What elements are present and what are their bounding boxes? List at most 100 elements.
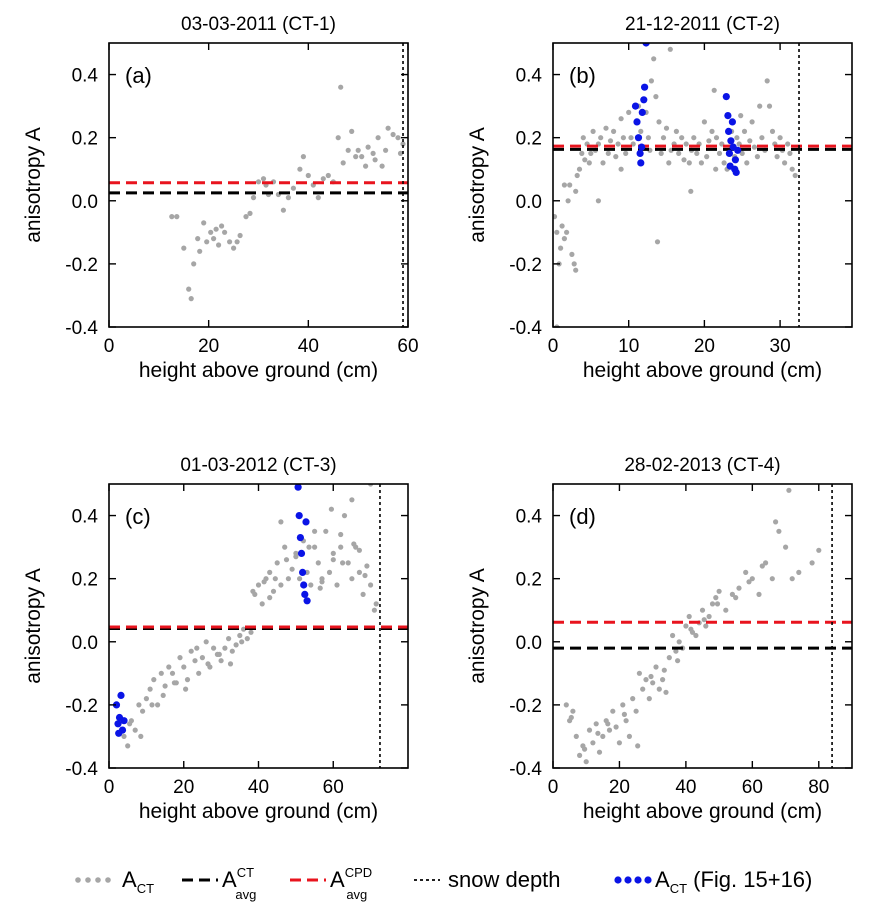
data-point: [143, 696, 149, 702]
data-point: [375, 135, 381, 141]
data-point: [297, 576, 303, 582]
panel-letter: (d): [569, 504, 596, 529]
data-point: [658, 150, 664, 156]
panel-title: 03-03-2011 (CT-1): [181, 14, 336, 35]
data-point: [676, 150, 682, 156]
data-point: [709, 601, 716, 607]
x-tick-label: 20: [198, 336, 219, 357]
highlight-point: [296, 534, 304, 542]
data-point: [267, 595, 273, 601]
x-tick-label: 0: [104, 777, 115, 798]
data-point: [222, 645, 228, 651]
data-point: [704, 154, 710, 160]
data-point: [319, 579, 325, 585]
data-point: [610, 708, 616, 714]
legend-blue-dot: [624, 876, 632, 884]
data-point: [595, 730, 601, 736]
data-point: [362, 572, 368, 579]
data-point: [660, 135, 667, 141]
data-point: [769, 128, 776, 134]
y-tick-label: -0.2: [509, 255, 542, 276]
data-point: [590, 740, 596, 746]
data-point: [579, 150, 585, 156]
data-point: [166, 664, 172, 670]
data-point: [568, 714, 574, 721]
data-point: [769, 576, 775, 582]
highlight-point: [638, 108, 646, 116]
data-point: [620, 702, 626, 708]
data-point: [636, 670, 643, 676]
data-point: [611, 128, 617, 134]
highlight-point: [295, 511, 303, 520]
data-point: [282, 544, 288, 550]
data-point: [149, 702, 155, 708]
data-point: [626, 733, 633, 740]
data-point: [234, 239, 240, 245]
data-point: [341, 513, 348, 519]
data-point: [261, 579, 267, 585]
data-point: [278, 519, 284, 525]
data-point: [216, 651, 222, 658]
data-point: [593, 721, 599, 727]
data-point: [255, 582, 262, 588]
data-point: [169, 214, 175, 220]
y-tick-label: -0.4: [65, 318, 98, 339]
highlight-point: [640, 96, 648, 104]
data-point: [219, 223, 225, 229]
data-point: [160, 692, 166, 699]
data-point: [605, 150, 611, 156]
data-point: [605, 721, 611, 727]
data-point: [320, 176, 326, 182]
x-tick-label: 80: [808, 777, 829, 798]
data-point: [272, 576, 278, 582]
y-tick-label: -0.2: [65, 255, 98, 276]
y-axis-label: anisotropy A: [22, 568, 45, 684]
data-point: [317, 585, 323, 591]
data-point: [757, 103, 763, 109]
data-point: [571, 261, 577, 267]
data-point: [218, 658, 224, 664]
data-point: [227, 661, 234, 667]
panel-title: 28-02-2013 (CT-4): [624, 455, 780, 476]
data-point: [289, 566, 295, 572]
data-point: [616, 740, 623, 746]
data-point: [706, 613, 712, 620]
data-point: [679, 135, 685, 141]
data-point: [368, 582, 374, 588]
legend-sub: CT: [137, 881, 154, 896]
x-axis-label: height above ground (cm): [583, 800, 822, 823]
data-point: [569, 251, 575, 257]
data-point: [633, 708, 639, 714]
data-point: [603, 125, 609, 131]
y-tick-label: -0.2: [65, 696, 98, 717]
data-point: [663, 689, 669, 695]
data-point: [749, 576, 755, 582]
data-point: [181, 664, 187, 670]
data-point: [308, 582, 314, 588]
data-point: [140, 708, 146, 714]
y-axis-label: anisotropy A: [466, 127, 489, 243]
legend-tail: (Fig. 15+16): [687, 867, 812, 892]
data-point: [713, 135, 720, 141]
data-point: [323, 528, 329, 534]
panel-d: 0 20 40 60 80 -0.4 -0.2 0.0 0.2 0.4 28-02-2013 (CT…: [466, 455, 853, 823]
data-point: [582, 746, 588, 752]
data-point: [340, 160, 346, 166]
legend-entry-snow-depth: snow depth: [448, 867, 561, 892]
data-point: [285, 195, 291, 201]
data-point: [567, 182, 573, 188]
data-point: [226, 636, 232, 642]
data-point: [573, 733, 579, 740]
data-point: [243, 214, 249, 220]
data-point: [607, 138, 614, 144]
x-axis-label: height above ground (cm): [139, 800, 378, 823]
plot-frame: [108, 42, 409, 328]
data-point: [174, 214, 180, 220]
y-tick-label: -0.2: [509, 696, 542, 717]
panel-c: 0 20 40 60 -0.4 -0.2 0.0 0.2 0.4 01-03-2012 (CT-3…: [22, 455, 409, 823]
panel-letter: (c): [125, 504, 151, 529]
highlight-point: [634, 134, 643, 142]
plot-area: [553, 484, 852, 768]
x-tick-label: 40: [298, 336, 319, 357]
highlight-point: [303, 597, 311, 605]
